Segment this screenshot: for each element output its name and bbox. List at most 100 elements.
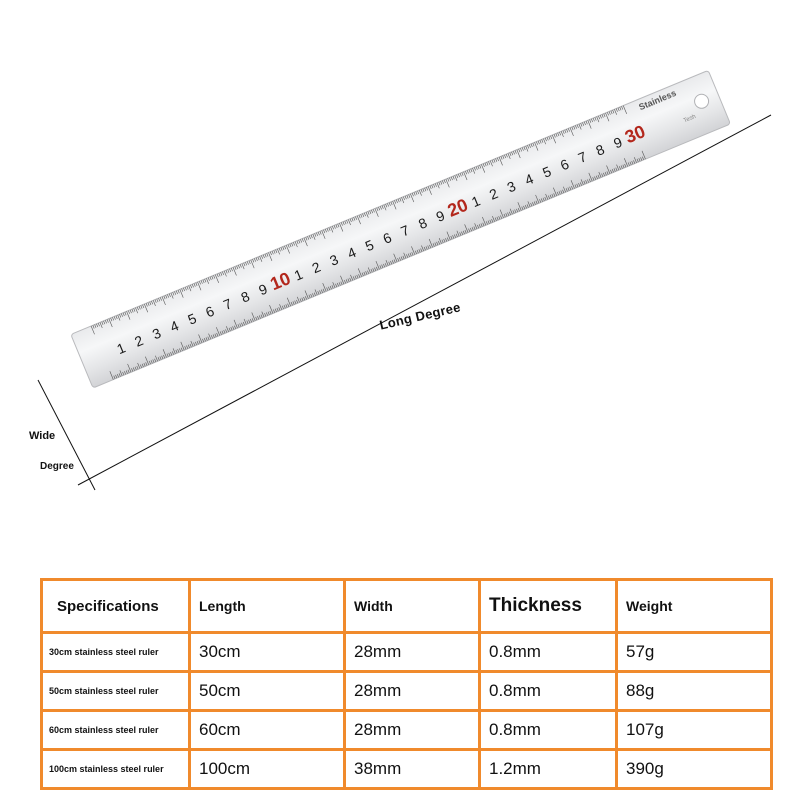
- tick-mark: [255, 257, 258, 262]
- tick-mark: [596, 116, 600, 123]
- tick-mark: [578, 123, 582, 130]
- sub-brand-text: Tesh: [683, 114, 697, 124]
- tick-mark: [456, 174, 459, 178]
- tick-mark: [267, 311, 270, 316]
- tick-mark: [152, 359, 155, 363]
- tick-mark: [411, 252, 414, 256]
- tick-mark: [134, 366, 137, 371]
- tick-mark: [611, 169, 614, 173]
- tick-mark: [187, 344, 190, 349]
- tick-mark: [612, 109, 615, 114]
- tick-mark: [232, 326, 235, 330]
- tick-mark: [223, 329, 226, 334]
- tick-mark: [234, 266, 237, 270]
- tick-mark: [277, 248, 280, 255]
- tick-mark: [127, 363, 132, 373]
- tick-mark: [355, 216, 358, 220]
- tick-mark: [245, 261, 248, 266]
- tick-mark: [471, 227, 474, 231]
- wide-label: Wide: [29, 430, 56, 442]
- tick-mark: [539, 139, 542, 144]
- tick-mark: [314, 233, 317, 237]
- tick-mark: [509, 211, 511, 216]
- tick-mark: [615, 167, 618, 172]
- tick-mark: [388, 202, 391, 206]
- tick-mark: [276, 307, 279, 312]
- tick-mark: [500, 156, 503, 160]
- tick-mark: [445, 178, 450, 188]
- tick-mark: [445, 238, 448, 242]
- tick-mark: [135, 307, 139, 314]
- tick-mark: [441, 239, 444, 244]
- tick-mark: [286, 297, 291, 307]
- tick-mark: [446, 231, 451, 241]
- tick-mark: [514, 150, 517, 154]
- tick-mark: [257, 256, 260, 261]
- tick-mark: [90, 325, 95, 335]
- tick-mark: [92, 325, 95, 329]
- tick-mark: [365, 212, 369, 218]
- tick-mark: [307, 236, 310, 240]
- tick-mark: [122, 312, 125, 317]
- table-row: 50cm stainless steel ruler 50cm 28mm 0.8…: [40, 670, 773, 712]
- tick-mark: [222, 271, 224, 275]
- tick-mark: [598, 171, 602, 178]
- tick-mark: [365, 271, 368, 275]
- tick-mark: [323, 229, 326, 234]
- tick-mark: [621, 106, 624, 110]
- tick-mark: [115, 315, 118, 320]
- tick-mark: [170, 292, 174, 299]
- tick-mark: [563, 186, 566, 193]
- tick-mark: [527, 201, 531, 208]
- tick-mark: [402, 255, 405, 260]
- tick-mark: [351, 217, 354, 222]
- tick-mark: [499, 209, 504, 219]
- tick-mark: [540, 198, 543, 202]
- tick-mark: [167, 294, 169, 298]
- tick-mark: [610, 169, 613, 174]
- tick-mark: [571, 126, 574, 131]
- tick-mark: [284, 245, 287, 250]
- tick-mark: [454, 175, 458, 182]
- tick-mark: [379, 206, 382, 210]
- tick-mark: [159, 356, 162, 360]
- tick-mark: [148, 360, 151, 365]
- tick-mark: [620, 165, 623, 169]
- tick-mark: [532, 202, 534, 206]
- tick-mark: [236, 265, 239, 270]
- tick-mark: [443, 179, 446, 184]
- tick-mark: [422, 188, 425, 192]
- tick-mark: [216, 273, 219, 278]
- tick-mark: [137, 362, 141, 369]
- tick-mark: [207, 277, 210, 281]
- tick-mark: [481, 164, 486, 173]
- tick-mark: [404, 195, 407, 200]
- tick-mark: [390, 201, 393, 206]
- tick-mark: [305, 236, 308, 241]
- tick-mark: [418, 249, 421, 253]
- tick-mark: [305, 296, 307, 300]
- tick-mark: [495, 158, 498, 162]
- tick-mark: [367, 270, 370, 274]
- tick-mark: [567, 128, 570, 132]
- tick-mark: [474, 223, 478, 230]
- tick-mark: [502, 155, 505, 159]
- tick-mark: [473, 167, 476, 171]
- wide-dimension-line: [37, 379, 96, 491]
- tick-mark: [329, 285, 332, 290]
- tick-mark: [223, 270, 227, 277]
- tick-mark: [124, 371, 126, 375]
- row-weight: 57g: [615, 631, 773, 673]
- tick-mark: [101, 321, 104, 325]
- tick-mark: [569, 186, 572, 191]
- tick-mark: [486, 162, 489, 166]
- tick-mark: [117, 374, 119, 378]
- tick-mark: [163, 354, 166, 359]
- tick-mark: [429, 185, 432, 190]
- tick-mark: [580, 179, 584, 185]
- tick-mark: [552, 134, 557, 144]
- row-thickness: 1.2mm: [478, 748, 618, 790]
- tick-mark: [357, 268, 362, 277]
- tick-mark: [274, 308, 277, 313]
- tick-mark: [509, 208, 513, 215]
